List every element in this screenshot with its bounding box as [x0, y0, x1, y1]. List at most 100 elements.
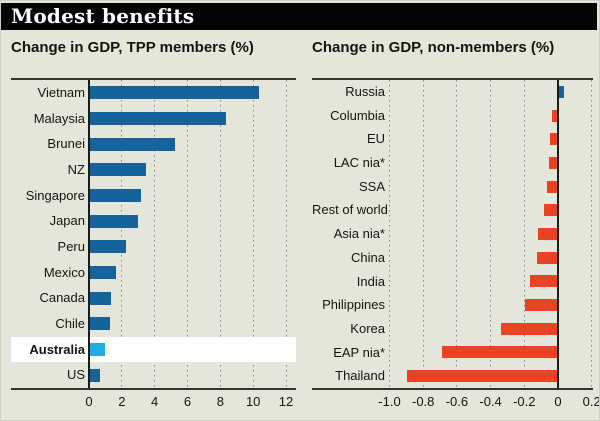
- bar-row: Korea: [312, 317, 593, 341]
- category-label: Vietnam: [37, 85, 85, 100]
- bar: [90, 240, 127, 254]
- non-members-chart: Russia Columbia EU LAC nia* SSA Rest of world…: [312, 78, 599, 409]
- bar-row: EU: [312, 127, 593, 151]
- bar-row: Rest of world: [312, 198, 593, 222]
- zero-axis-line: [557, 80, 559, 388]
- zero-axis-line: [88, 80, 90, 388]
- category-label: Malaysia: [33, 110, 85, 126]
- bar-row: LAC nia*: [312, 151, 593, 175]
- category-label: Rest of world: [312, 202, 388, 218]
- bar: [543, 204, 557, 217]
- category-label: EAP nia*: [333, 344, 385, 360]
- category-label: Russia: [345, 84, 385, 99]
- x-tick-label: 0: [85, 394, 93, 409]
- x-tick-label: -0.2: [513, 394, 536, 409]
- bar: [90, 265, 117, 279]
- category-label: Australia: [29, 341, 85, 357]
- category-label: China: [351, 249, 385, 265]
- x-tick-label: 2: [118, 394, 126, 409]
- category-label: SSA: [358, 178, 385, 194]
- bar-row: China: [312, 246, 593, 270]
- bar-row: Peru: [11, 234, 296, 260]
- category-label: Philippines: [322, 297, 385, 313]
- category-label: Korea: [350, 320, 385, 336]
- gridline: [121, 80, 123, 388]
- header-bar: Modest benefits: [1, 3, 597, 30]
- bar-row: Vietnam: [11, 80, 296, 106]
- bar-row: US: [11, 362, 296, 388]
- category-label: Thailand: [335, 368, 385, 384]
- bar-row: Canada: [11, 285, 296, 311]
- category-label: LAC nia*: [333, 155, 385, 171]
- bar: [407, 370, 557, 383]
- category-label: Japan: [49, 213, 85, 229]
- gridline: [187, 80, 189, 388]
- x-tick-label: -0.6: [445, 394, 469, 409]
- category-label: Columbia: [330, 107, 385, 123]
- bar-row: Asia nia*: [312, 222, 593, 246]
- bar: [536, 251, 557, 264]
- bar-row: Philippines: [312, 293, 593, 317]
- x-tick-label: -0.8: [411, 394, 435, 409]
- bar-row: Singapore: [11, 183, 296, 209]
- x-tick-label: 0.2: [582, 394, 600, 409]
- bar-row: Brunei: [11, 131, 296, 157]
- category-label: NZ: [67, 162, 85, 177]
- bar-row: India: [312, 270, 593, 294]
- category-label: Peru: [57, 239, 85, 254]
- bar-row: EAP nia*: [312, 341, 593, 365]
- bar-row: Thailand: [312, 364, 593, 388]
- bar: [90, 291, 112, 305]
- category-label: EU: [366, 131, 385, 147]
- bar: [524, 299, 557, 312]
- bar-row: Russia: [312, 80, 593, 104]
- bar: [548, 156, 557, 169]
- bar: [90, 111, 227, 125]
- bar-row: Mexico: [11, 260, 296, 286]
- bar-row: NZ: [11, 157, 296, 183]
- x-tick-label: 10: [245, 394, 261, 409]
- gridline: [285, 80, 287, 388]
- gridline: [422, 80, 424, 388]
- bar: [550, 133, 557, 146]
- gridline: [154, 80, 156, 388]
- gridline: [591, 80, 593, 388]
- gridline: [252, 80, 254, 388]
- category-label: Singapore: [25, 187, 85, 203]
- category-label: Asia nia*: [333, 226, 385, 242]
- category-label: India: [356, 273, 385, 289]
- bar-row: Australia: [11, 337, 296, 363]
- bar-row: Chile: [11, 311, 296, 337]
- x-tick-label: 6: [183, 394, 192, 409]
- left-chart-title: Change in GDP, TPP members (%): [11, 39, 254, 56]
- bar: [90, 214, 138, 228]
- bar: [90, 137, 176, 151]
- gridline: [456, 80, 458, 388]
- bar: [530, 275, 557, 288]
- bar: [551, 109, 557, 122]
- x-tick-label: 4: [151, 394, 159, 409]
- bar-row: Japan: [11, 208, 296, 234]
- bar-row: Columbia: [312, 104, 593, 128]
- bar-row: Malaysia: [11, 106, 296, 132]
- bar: [90, 317, 110, 331]
- tpp-members-chart: Vietnam Malaysia Brunei NZ Singapore Japan Per…: [11, 78, 296, 409]
- category-label: Chile: [55, 316, 85, 331]
- category-label: Canada: [39, 290, 85, 306]
- bar: [442, 346, 557, 359]
- x-tick-label: 12: [278, 394, 294, 409]
- bar: [90, 368, 100, 382]
- figure-title: Modest benefits: [11, 4, 195, 28]
- bar: [501, 322, 557, 335]
- category-label: Brunei: [47, 136, 85, 152]
- bar: [90, 188, 141, 202]
- category-label: Mexico: [43, 264, 85, 280]
- right-chart-title: Change in GDP, non-members (%): [312, 39, 555, 56]
- bar: [546, 180, 557, 193]
- x-tick-label: -0.4: [479, 394, 502, 409]
- bar: [90, 163, 146, 177]
- category-label: US: [66, 367, 85, 383]
- bar: [90, 86, 260, 100]
- bar-row: SSA: [312, 175, 593, 199]
